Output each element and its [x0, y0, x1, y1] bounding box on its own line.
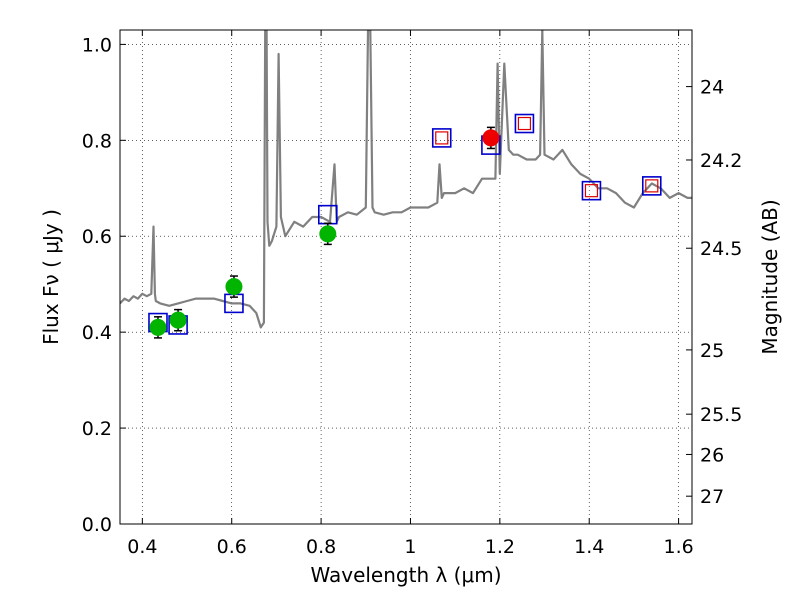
- x-tick-label-2: 0.8: [306, 536, 336, 558]
- observed-point-green-2: [225, 278, 243, 296]
- y-tick-label-3: 0.6: [82, 226, 112, 248]
- plot-frame: [119, 29, 693, 525]
- predicted-point-1: [517, 116, 532, 131]
- mag-tick-label-2: 24.5: [700, 238, 742, 260]
- x-tick-label-0: 0.4: [127, 536, 157, 558]
- x-tick-label-3: 1: [404, 536, 416, 558]
- observed-point-red-0: [482, 129, 500, 147]
- axes: 0.4 0.6 0.8 1 1.2 1.4 1.6 0.0 0.2 0.4 0.6 0.8 1.0 24 2…: [82, 30, 742, 558]
- x-tick-label-6: 1.6: [663, 536, 693, 558]
- y-tick-label-2: 0.4: [82, 322, 112, 344]
- observed-point-green-3: [319, 225, 337, 243]
- y-axis-label: Flux Fν ( μJy ): [39, 209, 63, 345]
- predicted-point-3: [645, 179, 659, 193]
- y-tick-label-0: 0.0: [82, 514, 112, 536]
- mag-tick-label-1: 24.2: [700, 150, 742, 172]
- mag-tick-label-5: 26: [700, 444, 724, 466]
- y-tick-label-4: 0.8: [82, 130, 112, 152]
- mag-tick-label-4: 25.5: [700, 404, 742, 426]
- y-tick-label-1: 0.2: [82, 418, 112, 440]
- mag-tick-label-6: 27: [700, 486, 724, 508]
- spectrum-line: [120, 30, 692, 329]
- predicted-point-2: [584, 184, 599, 198]
- observed-point-green-1: [169, 311, 187, 329]
- y-tick-label-5: 1.0: [82, 34, 112, 56]
- x-tick-label-5: 1.4: [574, 536, 604, 558]
- model-photometry-square-6: [514, 113, 535, 134]
- observed-point-green-0: [149, 318, 167, 336]
- data-layer: [120, 30, 692, 339]
- x-tick-label-4: 1.2: [485, 536, 515, 558]
- predicted-point-0: [435, 131, 449, 145]
- x-tick-label-1: 0.6: [217, 536, 247, 558]
- model-photometry-square-8: [641, 176, 662, 196]
- model-photometry-square-7: [581, 180, 602, 201]
- x-axis-label: Wavelength λ (μm): [310, 563, 501, 587]
- mag-tick-label-3: 25: [700, 340, 724, 362]
- model-photometry-square-4: [431, 128, 452, 148]
- y-axis-right-label: Magnitude (AB): [758, 199, 782, 354]
- mag-tick-label-0: 24: [700, 77, 724, 99]
